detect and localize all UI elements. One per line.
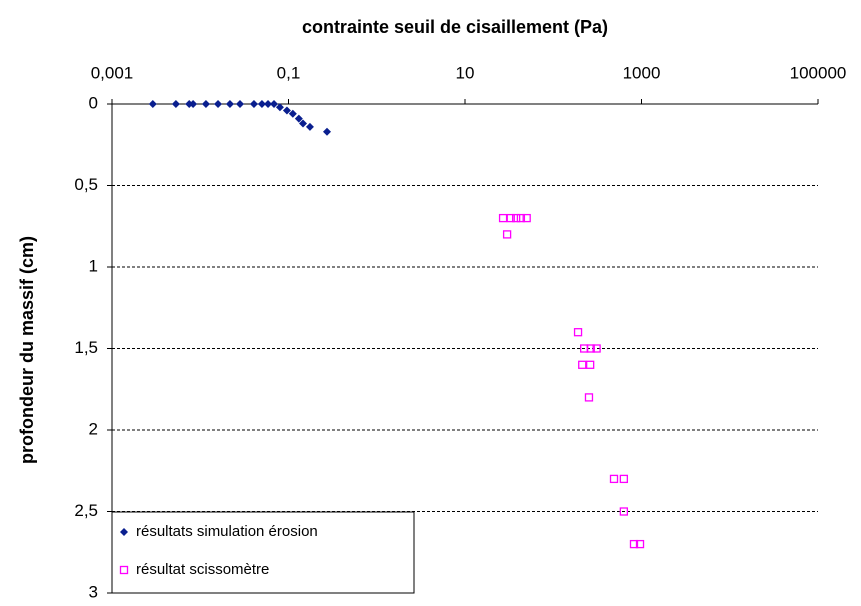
x-tick-label: 100000 bbox=[790, 63, 847, 82]
y-tick-label: 2 bbox=[89, 419, 98, 438]
point bbox=[578, 360, 587, 369]
point bbox=[288, 109, 297, 118]
point bbox=[506, 213, 515, 223]
point bbox=[629, 539, 639, 549]
point bbox=[201, 100, 210, 108]
point bbox=[294, 114, 303, 123]
y-tick-label: 1,5 bbox=[74, 338, 98, 357]
x-tick-label: 0,1 bbox=[277, 63, 301, 82]
point bbox=[586, 360, 595, 369]
y-axis-label: profondeur du massif (cm) bbox=[17, 236, 37, 464]
point bbox=[586, 344, 595, 353]
point bbox=[522, 213, 531, 223]
point bbox=[171, 100, 180, 108]
point bbox=[609, 474, 619, 484]
point bbox=[225, 100, 234, 108]
x-tick-label: 1000 bbox=[623, 63, 661, 82]
y-tick-label: 2,5 bbox=[74, 501, 98, 520]
point bbox=[299, 119, 308, 128]
point bbox=[512, 213, 521, 223]
point bbox=[249, 100, 258, 108]
point bbox=[275, 103, 284, 112]
point bbox=[592, 344, 601, 353]
y-tick-label: 3 bbox=[89, 582, 98, 601]
legend-marker bbox=[120, 528, 128, 536]
point bbox=[573, 328, 583, 337]
legend-label: résultats simulation érosion bbox=[136, 523, 318, 540]
point bbox=[516, 213, 526, 223]
point bbox=[619, 474, 629, 484]
point bbox=[269, 100, 278, 108]
point bbox=[148, 100, 157, 108]
y-tick-label: 0,5 bbox=[74, 175, 98, 194]
point bbox=[257, 100, 266, 108]
point bbox=[619, 507, 629, 516]
point bbox=[189, 100, 198, 108]
point bbox=[235, 100, 244, 108]
y-tick-label: 0 bbox=[89, 93, 98, 112]
y-tick-label: 1 bbox=[89, 256, 98, 275]
legend-marker bbox=[119, 565, 129, 575]
point bbox=[498, 213, 508, 223]
legend-label: résultat scissomètre bbox=[136, 561, 269, 578]
x-tick-label: 10 bbox=[456, 63, 475, 82]
legend-box bbox=[111, 511, 415, 594]
point bbox=[502, 230, 512, 239]
x-tick-label: 0,001 bbox=[91, 63, 134, 82]
point bbox=[635, 539, 645, 549]
point bbox=[264, 100, 273, 108]
point bbox=[322, 127, 331, 136]
point bbox=[584, 393, 594, 402]
chart-title: contrainte seuil de cisaillement (Pa) bbox=[302, 17, 608, 37]
point bbox=[214, 100, 223, 108]
point bbox=[282, 106, 291, 115]
point bbox=[305, 122, 314, 131]
